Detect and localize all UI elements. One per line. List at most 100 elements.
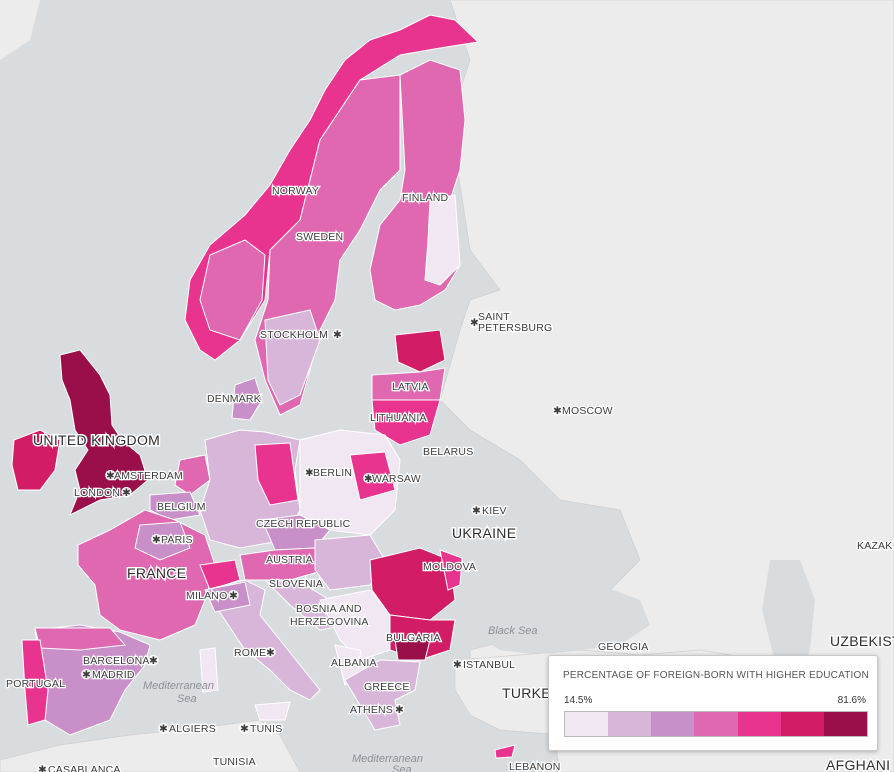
label-tunisia: TUNISIA	[213, 756, 256, 768]
label-mediterranean-west-2: Sea	[177, 693, 197, 705]
legend-max-value: 81.6%	[837, 695, 866, 706]
label-paris: PARIS	[161, 534, 193, 546]
germany-east[interactable]	[254, 442, 299, 506]
sardinia[interactable]	[199, 647, 219, 693]
norway-west[interactable]	[199, 239, 266, 341]
label-belgium: BELGIUM	[157, 501, 206, 513]
label-athens: ATHENS	[350, 704, 393, 716]
legend-color-scale	[564, 711, 868, 737]
city-marker-london: ✱	[122, 487, 131, 499]
legend-bin-4	[694, 712, 738, 736]
label-casablanca: CASABLANCA	[48, 764, 121, 772]
finland-east[interactable]	[424, 194, 461, 286]
label-mediterranean-east-1: Mediterranean	[352, 753, 423, 765]
label-saint-petersburg-1: SAINT	[478, 311, 510, 323]
city-marker-istanbul: ✱	[453, 659, 462, 671]
belgium[interactable]	[149, 491, 201, 521]
iceland-area	[0, 0, 40, 60]
label-warsaw: WARSAW	[372, 473, 421, 485]
city-marker-berlin: ✱	[305, 467, 314, 479]
label-albania: ALBANIA	[331, 657, 377, 669]
label-moscow: MOSCOW	[562, 405, 613, 417]
label-lebanon: LEBANON	[509, 761, 561, 772]
city-marker-moscow: ✱	[553, 405, 562, 417]
bulgaria-south[interactable]	[394, 639, 431, 661]
slovakia-hungary[interactable]	[314, 534, 386, 591]
label-sweden: SWEDEN	[296, 231, 343, 243]
latvia[interactable]	[371, 367, 446, 401]
city-marker-paris: ✱	[152, 534, 161, 546]
label-berlin: BERLIN	[313, 467, 352, 479]
map-legend: PERCENTAGE OF FOREIGN-BORN WITH HIGHER E…	[548, 655, 878, 751]
city-marker-casablanca: ✱	[38, 764, 47, 772]
label-kiev: KIEV	[482, 505, 507, 517]
label-tunis: TUNIS	[250, 723, 283, 735]
moldova[interactable]	[439, 549, 463, 591]
city-marker-milano: ✱	[229, 590, 238, 602]
poland-warsaw[interactable]	[349, 451, 396, 501]
estonia[interactable]	[394, 329, 446, 373]
label-moldova: MOLDOVA	[423, 561, 476, 573]
black-sea	[470, 585, 650, 655]
cyprus[interactable]	[494, 744, 516, 759]
switzerland[interactable]	[199, 559, 241, 591]
city-marker-tunis: ✱	[240, 723, 249, 735]
label-belarus: BELARUS	[423, 446, 473, 458]
label-united-kingdom: UNITED KINGDOM	[33, 432, 160, 448]
label-bosnia-1: BOSNIA AND	[296, 603, 362, 615]
city-marker-saint-petersburg: ✱	[470, 317, 479, 329]
label-black-sea: Black Sea	[488, 625, 538, 637]
legend-bin-1	[565, 712, 609, 736]
city-marker-athens: ✱	[395, 704, 404, 716]
romania[interactable]	[369, 547, 456, 621]
city-marker-barcelona: ✱	[149, 655, 158, 667]
portugal[interactable]	[21, 639, 49, 726]
label-mediterranean-west-1: Mediterranean	[143, 680, 214, 692]
label-madrid: MADRID	[92, 669, 135, 681]
sweden-south[interactable]	[264, 309, 321, 406]
label-latvia: LATVIA	[392, 381, 429, 393]
label-uzbekistan: UZBEKISTAN	[830, 633, 894, 649]
label-turkey: TURKE	[502, 685, 551, 701]
city-marker-amsterdam: ✱	[106, 470, 115, 482]
label-norway: NORWAY	[272, 185, 319, 197]
label-barcelona: BARCELONA	[83, 655, 150, 667]
italy-north[interactable]	[204, 581, 251, 613]
denmark[interactable]	[231, 377, 263, 421]
label-london: LONDON	[74, 487, 120, 499]
label-amsterdam: AMSTERDAM	[114, 470, 183, 482]
label-portugal: PORTUGAL	[6, 678, 65, 690]
label-denmark: DENMARK	[207, 393, 261, 405]
lithuania[interactable]	[371, 399, 441, 446]
bosnia-serbia[interactable]	[319, 589, 391, 661]
label-lithuania: LITHUANIA	[370, 412, 427, 424]
city-marker-madrid: ✱	[82, 669, 91, 681]
greece[interactable]	[344, 659, 421, 731]
label-finland: FINLAND	[402, 192, 449, 204]
united-kingdom[interactable]	[59, 349, 149, 517]
label-saint-petersburg-2: PETERSBURG	[478, 322, 552, 334]
label-greece: GREECE	[364, 681, 410, 693]
label-georgia: GEORGIA	[598, 641, 648, 653]
label-czech-republic: CZECH REPUBLIC	[256, 518, 351, 530]
spain-north[interactable]	[34, 627, 127, 651]
label-stockholm: STOCKHOLM	[260, 329, 328, 341]
netherlands[interactable]	[174, 454, 211, 496]
legend-bin-6	[780, 712, 824, 736]
label-algiers: ALGIERS	[169, 723, 216, 735]
city-marker-rome: ✱	[266, 647, 275, 659]
label-ukraine: UKRAINE	[452, 525, 516, 541]
sicily[interactable]	[254, 701, 291, 721]
legend-min-value: 14.5%	[564, 695, 593, 706]
label-istanbul: ISTANBUL	[463, 659, 515, 671]
legend-bin-3	[651, 712, 695, 736]
legend-bin-7	[823, 712, 867, 736]
label-milano: MILANO	[186, 590, 227, 602]
label-rome: ROME	[234, 647, 266, 659]
italy[interactable]	[204, 579, 321, 701]
france-paris[interactable]	[134, 521, 191, 561]
legend-bin-5	[737, 712, 781, 736]
label-france: FRANCE	[127, 565, 186, 581]
ireland[interactable]	[11, 429, 61, 491]
